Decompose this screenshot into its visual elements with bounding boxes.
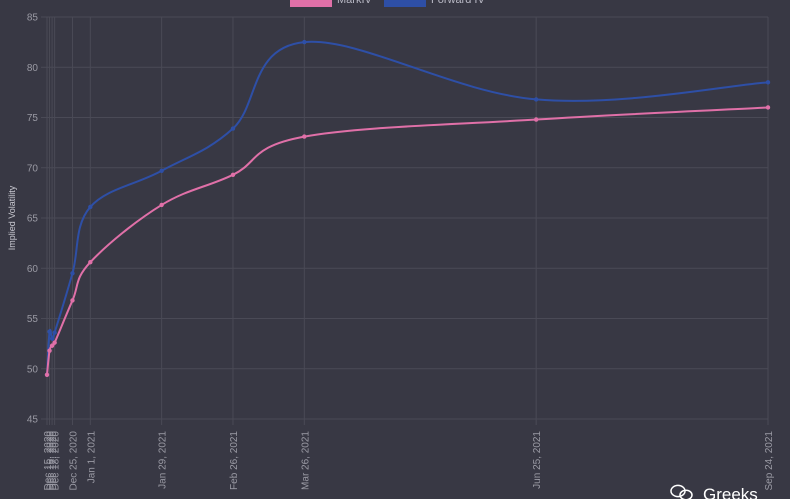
y-tick-label: 85: [27, 13, 39, 24]
grid: [41, 16, 769, 425]
data-point-markiv: [44, 372, 50, 377]
legend-label: Forward IV: [431, 0, 485, 6]
watermark-text: Greeks: [703, 485, 758, 499]
data-point-markiv: [765, 105, 771, 110]
data-point-forward-iv: [159, 168, 164, 173]
x-tick-label: Dec 25, 2020: [68, 431, 79, 491]
y-tick-label: 65: [27, 214, 39, 225]
data-point-forward-iv: [47, 329, 52, 334]
y-tick-label: 75: [27, 113, 39, 124]
data-point-markiv: [302, 134, 307, 139]
x-tick-label: Dec 18, 2020: [51, 431, 62, 491]
y-tick-label: 55: [27, 314, 39, 325]
data-point-forward-iv: [230, 126, 236, 131]
x-tick-label: Dec 15, 2020: [43, 431, 54, 491]
data-point-forward-iv: [70, 271, 75, 276]
legend-item-forward-iv[interactable]: Forward IV: [384, 0, 485, 7]
legend-label: MarkIV: [337, 0, 373, 6]
data-point-forward-iv: [302, 39, 307, 45]
y-tick-label: 70: [27, 163, 39, 174]
legend-item-markiv[interactable]: MarkIV: [290, 0, 373, 7]
legend-swatch: [384, 0, 426, 7]
x-tick-label: Jun 25, 2021: [532, 431, 543, 489]
y-tick-label: 50: [27, 364, 39, 375]
data-point-forward-iv: [52, 330, 57, 335]
data-point-markiv: [230, 172, 236, 177]
x-tick-label: Dec 17, 2020: [48, 431, 59, 491]
data-point-markiv: [52, 340, 57, 345]
data-point-forward-iv: [49, 336, 55, 341]
x-tick-label: Jan 1, 2021: [86, 431, 97, 484]
y-tick-label: 60: [27, 264, 39, 275]
series-line-markiv: [46, 106, 769, 375]
legend-swatch: [290, 0, 332, 7]
watermark: Greeks: [670, 484, 758, 499]
data-point-markiv: [88, 260, 93, 265]
data-point-forward-iv: [533, 97, 539, 102]
x-tick-label: Sep 24, 2021: [764, 431, 775, 491]
data-point-forward-iv: [88, 204, 93, 210]
axes: Implied Volatility 45 50 55 60 65 70 75 80 85 Dec…: [7, 13, 775, 491]
y-tick-label: 80: [27, 63, 39, 74]
x-tick-label: Feb 26, 2021: [229, 431, 240, 490]
data-point-markiv: [47, 348, 52, 353]
wechat-icon: [670, 484, 693, 499]
data-point-forward-iv: [765, 80, 771, 85]
data-point-markiv: [49, 343, 55, 348]
data-point-markiv: [159, 202, 164, 208]
x-tick-label: Dec 16, 2020: [46, 431, 57, 491]
x-tick-label: Jan 29, 2021: [158, 431, 169, 489]
y-tick-label: 45: [27, 415, 39, 426]
legend[interactable]: MarkIV Forward IV: [290, 0, 485, 7]
series-layer: [44, 39, 771, 377]
y-axis-title: Implied Volatility: [7, 185, 17, 250]
data-point-markiv: [533, 117, 539, 122]
data-point-markiv: [70, 298, 75, 303]
x-tick-label: Mar 26, 2021: [300, 431, 311, 490]
